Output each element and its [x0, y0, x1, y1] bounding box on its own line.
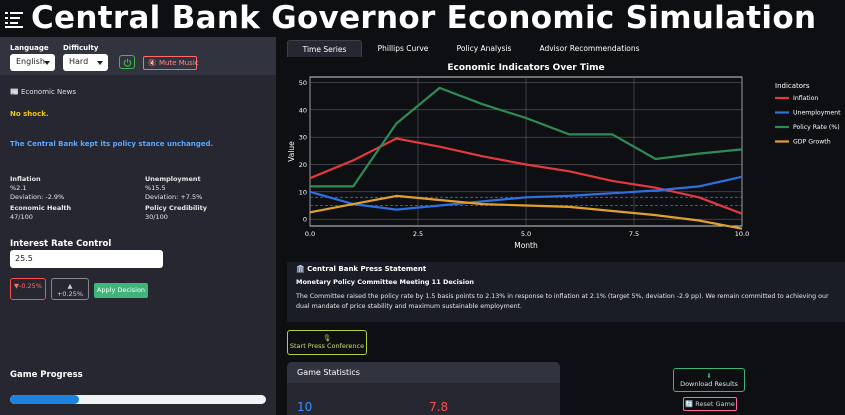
y-tick-label: 50	[299, 79, 307, 87]
microphone-icon: 🎙	[322, 334, 332, 342]
tab-time-series[interactable]: Time Series	[287, 40, 362, 57]
chart-icon	[5, 8, 25, 28]
game-stat-value-2: 7.8	[429, 400, 449, 414]
legend-label: Policy Rate (%)	[793, 124, 840, 131]
policy-credibility-value: 30/100	[145, 213, 168, 221]
chevron-down-icon	[44, 61, 50, 65]
start-press-conference-button[interactable]: 🎙 Start Press Conference	[287, 330, 367, 355]
chart-title: Economic Indicators Over Time	[447, 63, 604, 73]
apply-decision-button[interactable]: Apply Decision	[94, 283, 148, 298]
start-press-conference-label: Start Press Conference	[289, 342, 365, 350]
tab-policy-analysis[interactable]: Policy Analysis	[456, 44, 512, 53]
tab-advisor-recommendations[interactable]: Advisor Recommendations	[539, 44, 640, 53]
y-tick-label: 10	[299, 188, 307, 196]
interest-rate-control-label: Interest Rate Control	[10, 239, 112, 249]
unemployment-value: %15.5	[145, 184, 166, 192]
inflation-value: %2.1	[10, 184, 27, 192]
x-axis-label: Month	[514, 241, 538, 250]
y-tick-label: 0	[303, 216, 307, 224]
series-line-1	[309, 175, 743, 211]
decrease-rate-button[interactable]: ▼-0.25%	[10, 278, 46, 300]
game-statistics-title: Game Statistics	[287, 362, 560, 383]
difficulty-value: Hard	[69, 57, 89, 66]
x-tick-label: 5.0	[521, 230, 531, 238]
y-axis-label: Value	[287, 141, 296, 162]
chevron-down-icon	[97, 61, 103, 65]
power-icon	[123, 58, 132, 67]
sidebar-controls: Language English Difficulty Hard 🔇 Mute …	[0, 37, 276, 75]
series-line-3	[309, 194, 743, 230]
download-results-label: Download Results	[680, 380, 738, 388]
policy-credibility-stat: Policy Credibility 30/100	[145, 204, 207, 222]
chart-panel: 0.0 2.5 5.0 7.5 10.0 0 10 20 30 40 50 Economic Indi…	[287, 58, 845, 262]
x-tick-label: 7.5	[629, 230, 639, 238]
download-icon: ⬇	[706, 372, 712, 380]
reset-game-button[interactable]: 🔄 Reset Game	[683, 397, 737, 411]
mute-music-button[interactable]: 🔇 Mute Music	[143, 56, 199, 70]
press-statement-subtitle: Monetary Policy Committee Meeting 11 Dec…	[296, 278, 475, 286]
interest-rate-input[interactable]: 25.5	[10, 250, 163, 268]
inflation-label: Inflation	[10, 175, 41, 183]
line-chart: 0.0 2.5 5.0 7.5 10.0 0 10 20 30 40 50 Economic Indi…	[287, 63, 841, 250]
y-tick-label: 40	[299, 106, 307, 114]
increase-rate-label: +0.25%	[56, 290, 84, 298]
unemployment-label: Unemployment	[145, 175, 201, 183]
legend-title: Indicators	[775, 82, 810, 90]
legend-label: GDP Growth	[793, 139, 831, 146]
page-title: Central Bank Governor Economic Simulatio…	[31, 0, 817, 36]
language-select[interactable]: English	[10, 54, 55, 71]
game-statistics-card: Game Statistics 10 7.8	[287, 362, 560, 415]
economic-news-title: 📰 Economic News	[10, 88, 76, 96]
power-button[interactable]	[119, 55, 135, 69]
increase-rate-button[interactable]: ▲ +0.25%	[51, 278, 89, 300]
policy-credibility-label: Policy Credibility	[145, 204, 207, 212]
download-results-button[interactable]: ⬇ Download Results	[673, 368, 745, 392]
sidebar: Language English Difficulty Hard 🔇 Mute …	[0, 37, 276, 415]
x-tick-label: 0.0	[305, 230, 315, 238]
x-tick-label: 10.0	[735, 230, 749, 238]
economic-health-label: Economic Health	[10, 204, 72, 212]
unemployment-stat: Unemployment %15.5 Deviation: +7.5%	[145, 175, 202, 202]
tab-phillips-curve[interactable]: Phillips Curve	[377, 44, 429, 53]
difficulty-select[interactable]: Hard	[63, 54, 108, 71]
decrease-rate-label: -0.25%	[19, 282, 42, 290]
game-progress-label: Game Progress	[10, 370, 83, 380]
game-progress-bar	[10, 395, 266, 404]
language-label: Language	[10, 44, 49, 52]
inflation-deviation: Deviation: -2.9%	[10, 193, 65, 201]
arrow-up-icon: ▲	[67, 282, 73, 290]
series-line-2	[310, 86, 743, 188]
shock-text: No shock.	[10, 110, 49, 118]
arrow-down-icon: ▼	[14, 282, 19, 290]
press-statement-body: The Committee raised the policy rate by …	[296, 293, 829, 310]
policy-news-text: The Central Bank kept its policy stance …	[10, 140, 214, 148]
tab-bar: Time Series Phillips Curve Policy Analys…	[287, 40, 845, 57]
unemployment-deviation: Deviation: +7.5%	[145, 193, 203, 201]
legend-label: Unemployment	[793, 110, 841, 117]
app-header: Central Bank Governor Economic Simulatio…	[0, 0, 845, 36]
inflation-stat: Inflation %2.1 Deviation: -2.9%	[10, 175, 64, 202]
y-tick-label: 20	[299, 161, 307, 169]
language-value: English	[16, 57, 45, 66]
y-tick-label: 30	[299, 134, 307, 142]
difficulty-label: Difficulty	[63, 44, 99, 52]
game-stat-value-1: 10	[297, 400, 313, 414]
press-statement: 🏛️ Central Bank Press Statement Monetary…	[287, 262, 845, 322]
game-progress-fill	[10, 395, 80, 404]
x-tick-label: 2.5	[413, 230, 423, 238]
economic-health-value: 47/100	[10, 213, 33, 221]
legend-label: Inflation	[793, 95, 818, 102]
economic-health-stat: Economic Health 47/100	[10, 204, 71, 222]
press-statement-title: 🏛️ Central Bank Press Statement	[296, 265, 427, 273]
